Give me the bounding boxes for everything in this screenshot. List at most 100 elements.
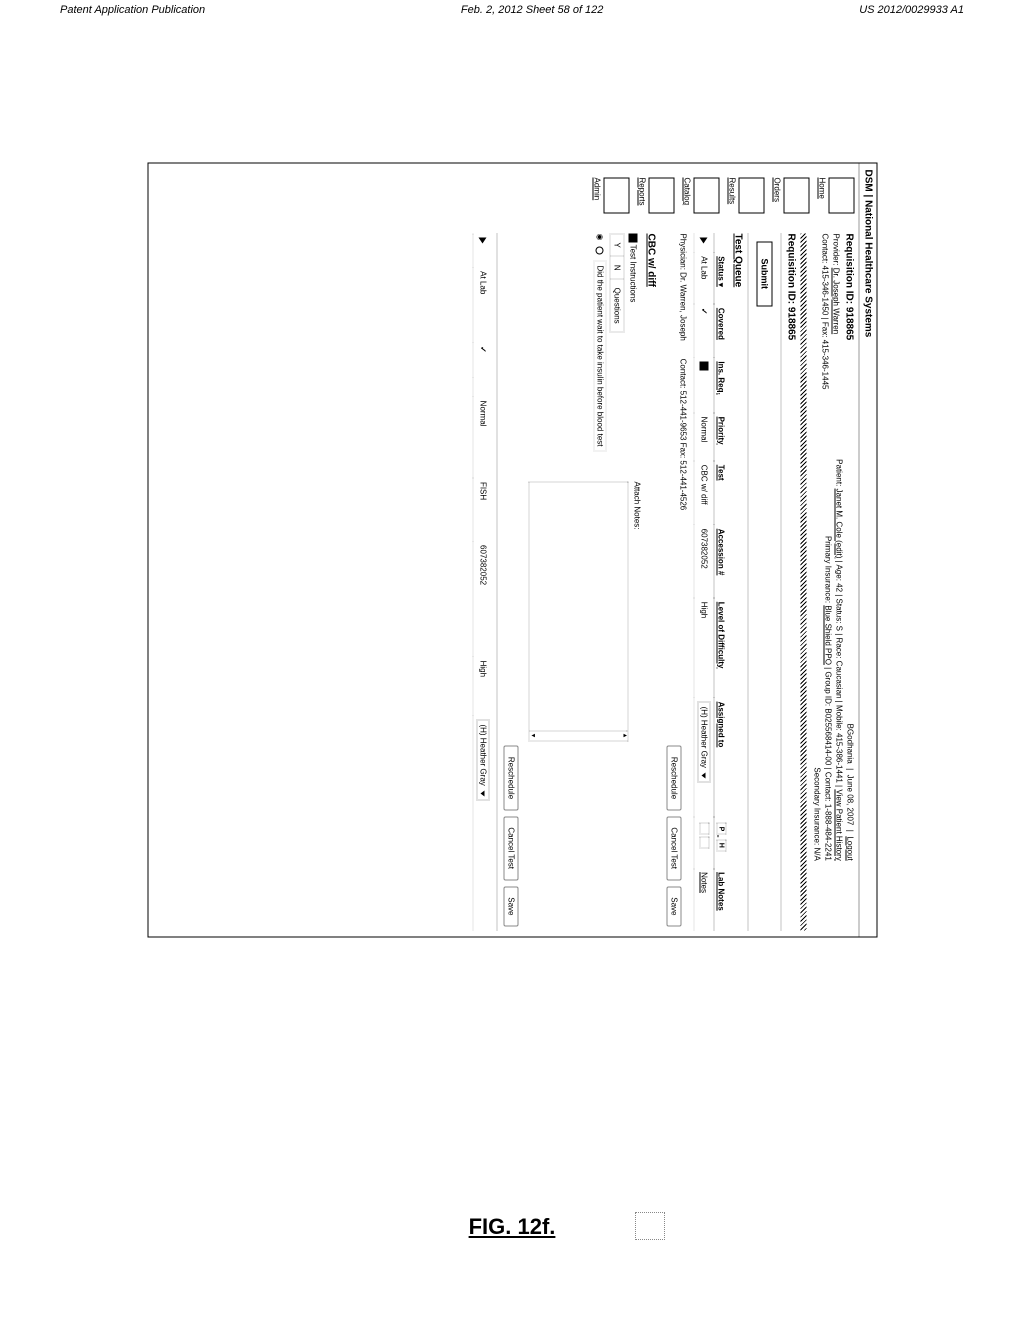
cell-accession: 607382052	[694, 525, 714, 598]
lab-notes-link[interactable]: Notes	[700, 872, 709, 893]
ph-h: H	[717, 839, 727, 851]
tab-n[interactable]: N	[610, 257, 623, 280]
reschedule-button[interactable]: Reschedule	[667, 746, 682, 810]
primary-ins-label: Primary Insurance:	[824, 536, 833, 605]
header-center: Feb. 2, 2012 Sheet 58 of 122	[461, 4, 604, 16]
physician-contact: Contact: 512-441-9653 Fax: 512-441-4526	[679, 359, 688, 511]
nav-orders[interactable]: Orders	[773, 178, 782, 230]
radio-option[interactable]	[596, 246, 604, 254]
cell-difficulty: High	[473, 657, 493, 716]
nav-reports[interactable]: Reports	[638, 178, 647, 230]
cell-test: CBC w/ diff	[694, 461, 714, 525]
col-difficulty[interactable]: Level of Difficulty	[714, 598, 729, 698]
assigned-dropdown-2[interactable]: (H) Heather Gray	[477, 719, 490, 800]
nav-catalog[interactable]: Catalog	[683, 178, 692, 230]
col-insreq[interactable]: Ins. Req.	[714, 357, 729, 412]
nav-icon-orders[interactable]	[784, 178, 810, 214]
col-assigned[interactable]: Assigned to	[714, 698, 729, 817]
test-instructions-label: Test Instructions	[628, 234, 637, 452]
physician-contact-line: Physician: Dr. Warren, Joseph Contact: 5…	[661, 234, 688, 931]
patient-link[interactable]: Janet M. Cole (edit)	[835, 489, 844, 559]
cell-status: At Lab	[694, 252, 714, 304]
col-ph: P H	[714, 817, 729, 868]
user-name: BGodhania	[846, 724, 855, 764]
instruction-question: ◉ Did the patient wait to take insulin b…	[593, 234, 606, 452]
covered-check-icon: ✓	[700, 308, 709, 315]
patient-line: Patient: Janet M. Cole (edit) | Age: 42 …	[835, 459, 844, 861]
nav-home[interactable]: Home	[818, 178, 827, 230]
question-text: Did the patient wait to take insulin bef…	[593, 260, 606, 451]
requisition-id-2: Requisition ID: 918865	[786, 234, 797, 931]
nav-icon-reports[interactable]	[649, 178, 675, 214]
header-left: Patent Application Publication	[60, 4, 205, 16]
provider-link[interactable]: Dr. Joseph Warren	[832, 268, 841, 334]
col-lab-notes[interactable]: Lab Notes	[714, 868, 729, 930]
instr-label-text: Test Instructions	[629, 245, 638, 303]
left-nav: Home Orders Results Catalog Reports Admi…	[473, 170, 855, 230]
table-row[interactable]: At Lab ✓ Normal CBC w/ diff 607382052 Hi…	[694, 234, 714, 931]
test-detail-title: CBC w/ diff	[646, 234, 657, 931]
p-box	[700, 823, 710, 835]
header-right: US 2012/0029933 A1	[859, 4, 964, 16]
nav-admin[interactable]: Admin	[593, 178, 602, 230]
cell-difficulty: High	[694, 598, 714, 698]
notes-textarea[interactable]	[529, 481, 629, 741]
cell-priority: Normal	[694, 413, 714, 461]
view-history-link[interactable]: View Patient History	[835, 789, 844, 860]
primary-ins-meta: | Group ID: B025568414-00 | Contact: 1-8…	[824, 667, 833, 861]
table-row[interactable]: At Lab ✓ Normal FISH 607382052 High (H) …	[473, 234, 493, 931]
nav-icon-catalog[interactable]	[694, 178, 720, 214]
patient-label: Patient:	[835, 459, 844, 486]
divider-hatched	[801, 234, 807, 931]
h-box	[700, 837, 710, 849]
nav-icon-home[interactable]	[829, 178, 855, 214]
figure-thumb-icon	[635, 1212, 665, 1240]
scrollbar[interactable]	[530, 730, 628, 740]
screenshot-figure: DSM | National Healthcare Systems Home O…	[148, 163, 878, 938]
col-accession[interactable]: Accession #	[714, 525, 729, 598]
covered-check-icon: ✓	[479, 346, 488, 353]
cell-accession: 607382052	[473, 541, 493, 657]
col-covered[interactable]: Covered	[714, 304, 729, 357]
reschedule-button-2[interactable]: Reschedule	[504, 746, 519, 810]
patent-page-header: Patent Application Publication Feb. 2, 2…	[0, 0, 1024, 20]
cell-priority: Normal	[473, 397, 493, 478]
attach-notes-label: Attach Notes:	[633, 481, 642, 741]
instruction-tabs: Y N Questions	[609, 234, 624, 333]
secondary-ins: Secondary Insurance: N/A	[813, 459, 822, 861]
nav-icon-results[interactable]	[739, 178, 765, 214]
cancel-test-button[interactable]: Cancel Test	[667, 816, 682, 880]
col-priority[interactable]: Priority	[714, 413, 729, 461]
expand-icon[interactable]	[479, 238, 487, 244]
cancel-test-button-2[interactable]: Cancel Test	[504, 816, 519, 880]
test-queue-table: Status ▾ Covered Ins. Req. Priority Test…	[694, 234, 729, 931]
provider-line: Provider: Dr. Joseph Warren	[832, 234, 841, 390]
instr-icon	[628, 234, 637, 243]
col-status[interactable]: Status ▾	[714, 252, 729, 304]
expand-icon[interactable]	[700, 238, 708, 244]
assigned-dropdown[interactable]: (H) Heather Gray	[698, 702, 711, 783]
physician-name: Physician: Dr. Warren, Joseph	[679, 234, 688, 341]
current-date: June 08, 2007	[846, 775, 855, 826]
requisition-id: Requisition ID: 918865	[844, 234, 855, 390]
figure-label: FIG. 12f.	[469, 1214, 556, 1240]
cell-test: FISH	[473, 478, 493, 541]
col-test[interactable]: Test	[714, 461, 729, 525]
save-button-2[interactable]: Save	[504, 886, 519, 926]
cell-status: At Lab	[473, 267, 493, 342]
insreq-icon	[699, 361, 708, 370]
test-queue-title: Test Queue	[733, 234, 744, 931]
tab-y[interactable]: Y	[610, 235, 623, 257]
test-queue-table-2: At Lab ✓ Normal FISH 607382052 High (H) …	[473, 234, 493, 931]
submit-button[interactable]: Submit	[757, 242, 773, 307]
nav-icon-admin[interactable]	[604, 178, 630, 214]
col-blank	[714, 234, 729, 253]
primary-ins-line: Primary Insurance: Blue Shield PPO | Gro…	[824, 459, 833, 861]
save-button[interactable]: Save	[667, 886, 682, 926]
nav-results[interactable]: Results	[728, 178, 737, 230]
logout-link[interactable]: Logout	[846, 836, 855, 860]
ph-p: P	[717, 823, 727, 835]
primary-ins-link[interactable]: Blue Shield PPO	[824, 605, 833, 665]
tab-questions[interactable]: Questions	[610, 280, 623, 332]
user-bar: BGodhania | June 08, 2007 | Logout	[846, 459, 855, 861]
